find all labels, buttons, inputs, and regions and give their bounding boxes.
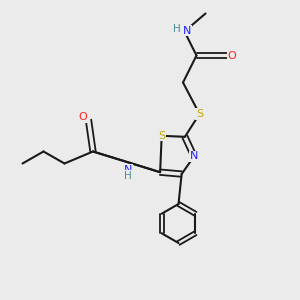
Text: H: H (173, 24, 181, 34)
Text: H: H (124, 171, 132, 181)
Text: N: N (183, 26, 192, 36)
Text: N: N (190, 152, 198, 161)
Text: N: N (124, 165, 132, 175)
Text: O: O (79, 112, 88, 122)
Text: S: S (158, 131, 165, 141)
Text: O: O (227, 50, 236, 61)
Text: S: S (196, 109, 203, 119)
